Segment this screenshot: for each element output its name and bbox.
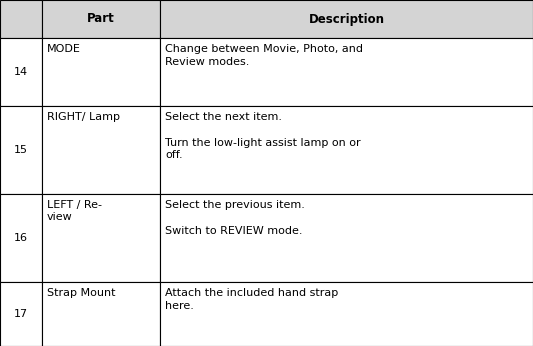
- Text: Change between Movie, Photo, and
Review modes.: Change between Movie, Photo, and Review …: [165, 44, 363, 67]
- Bar: [42, 38, 160, 106]
- Bar: [0, 106, 42, 194]
- Text: Part: Part: [87, 12, 115, 26]
- Bar: [42, 194, 160, 282]
- Text: MODE: MODE: [47, 44, 81, 54]
- Bar: [42, 282, 160, 346]
- Bar: [160, 0, 533, 38]
- Text: Description: Description: [309, 12, 384, 26]
- Bar: [160, 282, 533, 346]
- Text: RIGHT/ Lamp: RIGHT/ Lamp: [47, 112, 120, 122]
- Bar: [0, 38, 42, 106]
- Bar: [42, 0, 160, 38]
- Text: 14: 14: [14, 67, 28, 77]
- Text: Select the next item.

Turn the low-light assist lamp on or
off.: Select the next item. Turn the low-light…: [165, 112, 361, 161]
- Bar: [160, 194, 533, 282]
- Text: Select the previous item.

Switch to REVIEW mode.: Select the previous item. Switch to REVI…: [165, 200, 305, 236]
- Bar: [0, 194, 42, 282]
- Text: LEFT / Re-
view: LEFT / Re- view: [47, 200, 102, 222]
- Text: 17: 17: [14, 309, 28, 319]
- Bar: [160, 38, 533, 106]
- Bar: [0, 282, 42, 346]
- Text: Strap Mount: Strap Mount: [47, 288, 116, 298]
- Text: 16: 16: [14, 233, 28, 243]
- Bar: [160, 106, 533, 194]
- Text: 15: 15: [14, 145, 28, 155]
- Text: Attach the included hand strap
here.: Attach the included hand strap here.: [165, 288, 338, 311]
- Bar: [42, 106, 160, 194]
- Bar: [0, 0, 42, 38]
